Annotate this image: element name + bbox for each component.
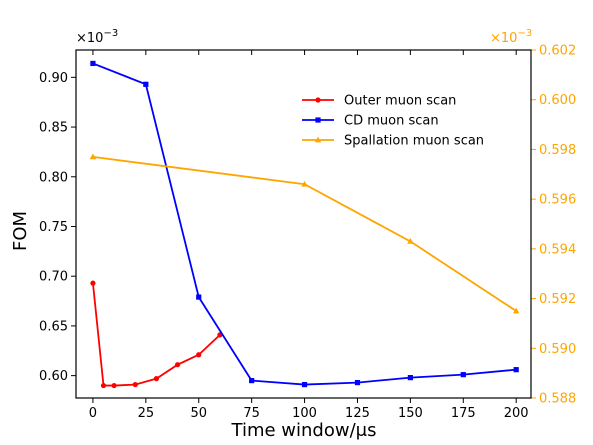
data-point [132,381,138,388]
series-line [92,155,517,312]
series-line [92,62,517,386]
data-point [354,379,361,386]
left-axis-ticks: 0.60 0.65 0.70 0.75 0.80 0.85 0.90 [39,71,76,384]
data-point [301,381,308,388]
x-tick-label: 175 [451,406,476,421]
left-tick-label: 0.70 [39,270,68,285]
data-point [90,280,96,286]
plot-series [89,60,520,389]
right-tick-label: 0.594 [539,242,576,257]
right-multiplier: ×10−3 [490,28,532,46]
x-tick-label: 0 [89,406,97,421]
data-point [90,60,96,67]
left-tick-label: 0.75 [39,220,68,235]
left-tick-label: 0.90 [39,71,68,86]
data-point [460,372,466,378]
data-point [407,238,414,244]
left-tick-label: 0.80 [39,170,68,185]
legend: Outer muon scan CD muon scan Spallation mu… [302,94,484,149]
data-point [100,382,107,389]
data-point [407,375,413,381]
x-tick-label: 50 [190,406,207,421]
x-tick-label: 200 [504,406,529,421]
data-point [512,307,520,314]
data-point [301,180,308,187]
x-tick-label: 125 [345,406,370,421]
legend-marker [314,136,322,143]
right-tick-label: 0.602 [539,44,576,59]
x-tick-label: 25 [138,406,155,421]
left-tick-label: 0.60 [39,369,68,384]
left-tick-label: 0.85 [39,121,68,136]
legend-marker [315,117,321,123]
right-tick-label: 0.598 [539,143,576,158]
data-point [153,376,160,382]
left-tick-label: 0.65 [39,319,68,334]
right-tick-label: 0.600 [539,93,576,108]
legend-label: Spallation muon scan [344,134,484,149]
right-tick-label: 0.592 [539,292,576,307]
data-point [196,352,202,358]
data-point [143,81,149,87]
plot-frame [75,49,532,399]
left-multiplier-exp: −3 [103,28,118,39]
data-point [111,382,117,389]
data-point [249,378,255,384]
data-point [196,294,202,300]
data-point [174,362,181,368]
legend-marker [315,97,321,103]
x-tick-label: 100 [292,406,317,421]
right-multiplier-exp: −3 [517,28,532,39]
x-axis-ticks: 0 25 50 75 100 125 150 175 200 [89,50,529,421]
right-tick-label: 0.588 [539,392,576,407]
right-tick-label: 0.590 [539,342,576,357]
legend-label: Outer muon scan [344,94,456,109]
x-axis-label: Time window/μs [231,420,377,441]
right-tick-label: 0.596 [539,193,576,208]
y-axis-label: FOM [10,211,31,251]
data-point [89,153,97,160]
left-multiplier: ×10−3 [76,28,118,46]
legend-label: CD muon scan [344,114,439,129]
x-tick-label: 150 [398,406,423,421]
x-tick-label: 75 [243,406,260,421]
right-axis-ticks: 0.588 0.590 0.592 0.594 0.596 0.598 0.600 0.602 [531,44,576,407]
data-point [513,367,519,373]
